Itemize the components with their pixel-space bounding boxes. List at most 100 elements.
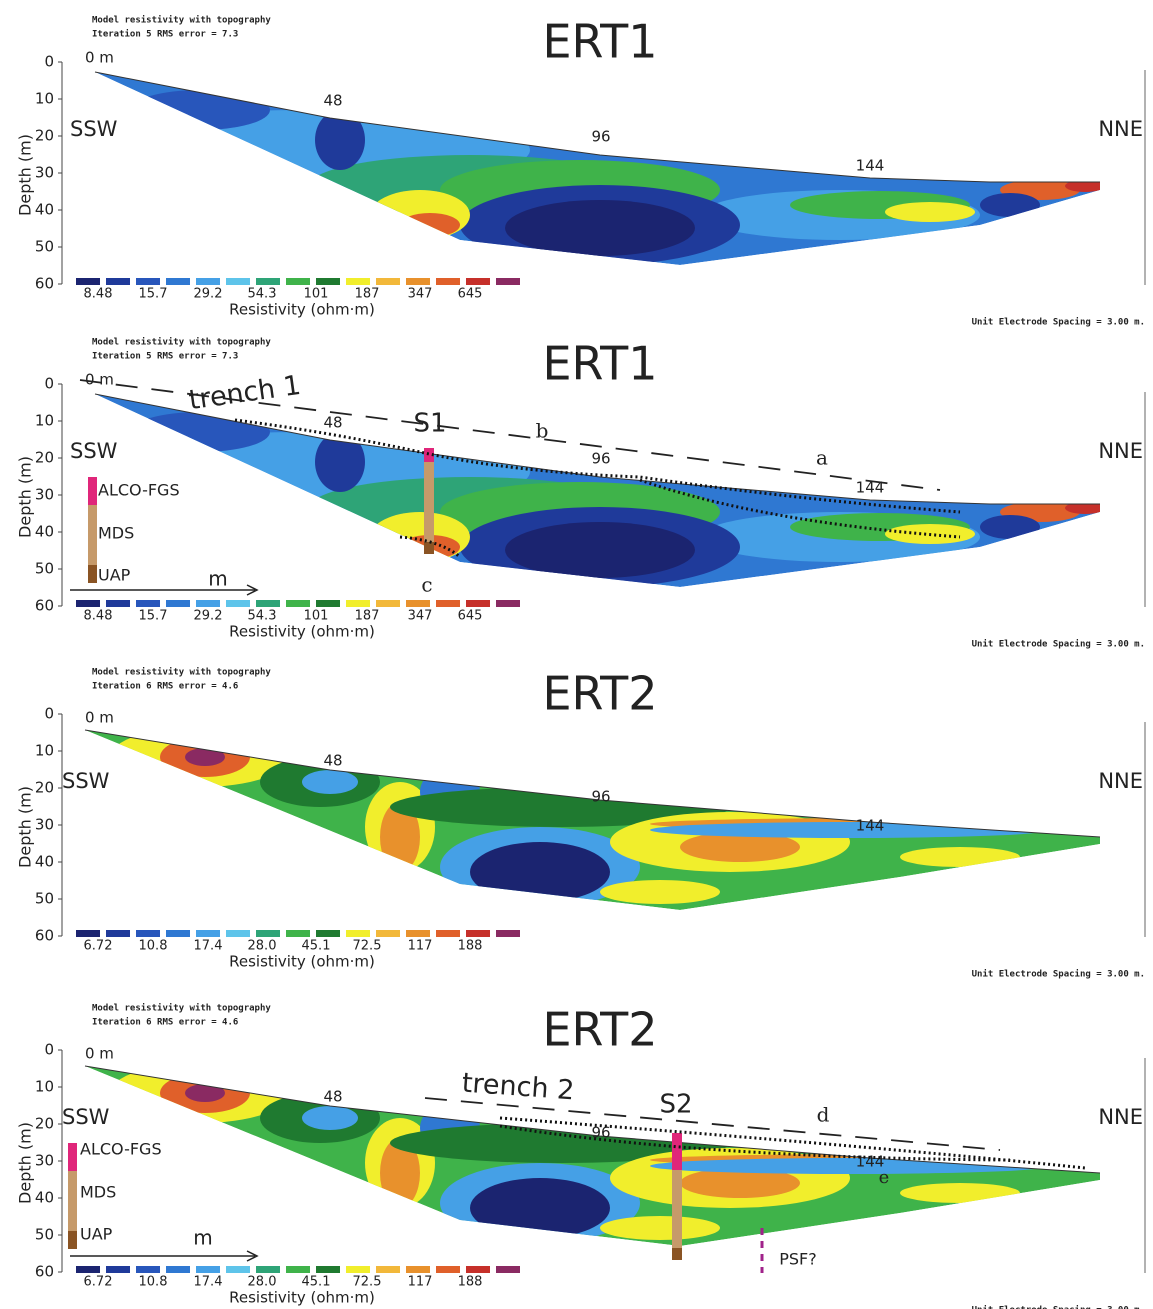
distance-label: 96 (591, 1124, 610, 1142)
scale-label: 6.72 (84, 1275, 113, 1290)
color-swatch (346, 930, 370, 937)
resistivity-zone (315, 110, 365, 170)
scale-label: 117 (408, 1275, 433, 1290)
distance-label: 48 (323, 92, 342, 110)
color-swatch (286, 278, 310, 285)
distance-label: 0 m (85, 1045, 114, 1063)
depth-tick-label: 40 (35, 201, 54, 219)
annotation: a (816, 446, 828, 470)
distance-label: 144 (856, 479, 885, 497)
resistivity-zone (600, 1216, 720, 1240)
color-swatch (256, 1266, 280, 1273)
panel: Model resistivity with topography Iterati… (16, 337, 1146, 650)
color-swatch (466, 278, 490, 285)
color-swatch (316, 930, 340, 937)
scale-label: 347 (408, 609, 433, 624)
panel: Model resistivity with topography Iterati… (16, 1003, 1146, 1309)
color-swatch (496, 1266, 520, 1273)
depth-tick-label: 30 (35, 816, 54, 834)
scale-label: 54.3 (248, 609, 277, 624)
panel-title: ERT1 (542, 15, 657, 69)
topography (94, 71, 1100, 183)
color-swatch (226, 600, 250, 607)
resistivity-zone (470, 842, 610, 902)
scale-label: 72.5 (353, 1275, 382, 1290)
resistivity-zone (185, 1084, 225, 1102)
color-swatch (406, 1266, 430, 1273)
resistivity-zone (680, 832, 800, 862)
color-swatch (316, 278, 340, 285)
depth-tick-label: 30 (35, 164, 54, 182)
scale-label: 15.7 (139, 609, 168, 624)
side-label: SSW (70, 439, 118, 463)
resistivity-zone (1065, 180, 1100, 192)
scale-label: 101 (304, 287, 329, 302)
section (95, 72, 1100, 265)
panel: Model resistivity with topography Iterati… (16, 667, 1146, 980)
depth-tick-label: 50 (35, 1226, 54, 1244)
depth-tick-label: 0 (44, 705, 54, 723)
distance-label: 144 (856, 157, 885, 175)
scale-label: 17.4 (194, 1275, 223, 1290)
color-swatch (286, 600, 310, 607)
header-line: Iteration 6 RMS error = 4.6 (92, 681, 238, 692)
color-swatch (286, 930, 310, 937)
resistivity-zone (680, 1168, 800, 1198)
side-label: NNE (1098, 1105, 1143, 1129)
borehole-alco (672, 1133, 682, 1170)
color-swatch (226, 278, 250, 285)
header-line: Model resistivity with topography (92, 337, 271, 348)
horizon-dotted (499, 1116, 1086, 1170)
legend-uap (68, 1231, 77, 1249)
depth-label: Depth (m) (16, 134, 35, 216)
scale-label: 347 (408, 287, 433, 302)
scale-label: 29.2 (194, 287, 223, 302)
depth-tick-label: 60 (35, 927, 54, 945)
distance-label: 144 (856, 1153, 885, 1171)
color-swatch (196, 1266, 220, 1273)
scale-label: 17.4 (194, 939, 223, 954)
resistivity-zone (130, 90, 270, 130)
scale-label: 10.8 (139, 939, 168, 954)
spacing-note: Unit Electrode Spacing = 3.00 m. (972, 317, 1145, 328)
side-label: NNE (1098, 439, 1143, 463)
scale-title: Resistivity (ohm·m) (229, 953, 375, 971)
side-label: SSW (62, 1105, 110, 1129)
spacing-note: Unit Electrode Spacing = 3.00 m. (972, 1305, 1145, 1309)
color-swatch (76, 600, 100, 607)
distance-label: 0 m (85, 49, 114, 67)
scale-label: 101 (304, 609, 329, 624)
resistivity-zone (885, 202, 975, 222)
color-swatch (346, 1266, 370, 1273)
distance-label: 48 (323, 414, 342, 432)
header-line: Iteration 5 RMS error = 7.3 (92, 29, 238, 40)
resistivity-zone (302, 770, 358, 794)
depth-tick-label: 20 (35, 779, 54, 797)
color-swatch (496, 600, 520, 607)
color-swatch (226, 1266, 250, 1273)
horizon-dotted (399, 535, 461, 559)
color-swatch (466, 1266, 490, 1273)
panel-title: ERT1 (542, 337, 657, 391)
legend-mds (88, 505, 97, 565)
legend-alco (88, 477, 97, 505)
annotation: PSF? (779, 1250, 817, 1269)
legend-alco (68, 1143, 77, 1171)
color-swatch (166, 600, 190, 607)
resistivity-zone (600, 880, 720, 904)
scale-label: 188 (458, 939, 483, 954)
color-swatch (436, 600, 460, 607)
scale-title: Resistivity (ohm·m) (229, 623, 375, 641)
section (85, 730, 1100, 910)
color-swatch (436, 1266, 460, 1273)
annotation: e (879, 1167, 890, 1188)
depth-tick-label: 10 (35, 412, 54, 430)
resistivity-zone (185, 748, 225, 766)
color-swatch (76, 278, 100, 285)
scale-label: 645 (458, 287, 483, 302)
color-swatch (76, 1266, 100, 1273)
color-swatch (316, 1266, 340, 1273)
annotation: b (536, 419, 549, 443)
spacing-note: Unit Electrode Spacing = 3.00 m. (972, 969, 1145, 980)
color-swatch (196, 600, 220, 607)
